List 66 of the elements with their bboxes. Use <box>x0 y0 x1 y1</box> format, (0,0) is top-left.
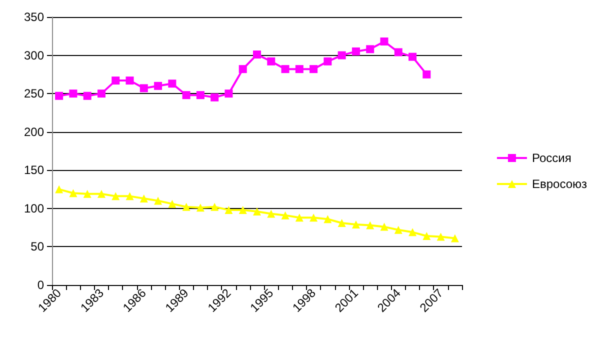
point <box>112 192 120 200</box>
point <box>267 57 276 66</box>
point <box>436 232 445 241</box>
y-tick-label: 100 <box>24 201 44 216</box>
point <box>140 84 148 92</box>
y-tick-label: 250 <box>24 86 44 101</box>
y-tick-label: 150 <box>24 163 44 178</box>
point <box>450 234 459 242</box>
point <box>196 91 204 100</box>
point <box>408 52 417 61</box>
point <box>422 232 431 240</box>
point <box>97 90 106 98</box>
point <box>140 194 148 202</box>
point <box>310 214 318 222</box>
point <box>366 45 374 54</box>
point <box>324 57 332 66</box>
point <box>338 218 346 227</box>
point <box>168 80 176 88</box>
y-tick-label: 300 <box>24 48 44 62</box>
point <box>238 206 247 214</box>
point <box>310 65 318 74</box>
point <box>281 65 290 74</box>
point <box>394 226 402 234</box>
y-tick-label: 50 <box>30 240 44 254</box>
point <box>380 222 388 231</box>
point <box>182 91 190 100</box>
legend-label: Евросоюз <box>532 177 588 191</box>
y-tick-label: 200 <box>24 124 44 139</box>
point <box>69 189 78 198</box>
point <box>338 51 346 60</box>
point <box>210 202 219 211</box>
point <box>83 92 92 100</box>
point <box>238 65 247 74</box>
point <box>267 210 276 218</box>
point <box>253 50 261 59</box>
point <box>394 48 402 56</box>
legend-label: Россия <box>532 151 572 165</box>
point <box>55 185 64 194</box>
point <box>422 70 431 78</box>
point <box>224 90 233 98</box>
point <box>352 220 360 229</box>
point <box>182 202 190 211</box>
point <box>126 76 134 85</box>
point <box>366 221 374 230</box>
point <box>55 92 64 100</box>
point <box>97 190 106 198</box>
point <box>154 82 162 90</box>
point <box>210 93 219 102</box>
point <box>281 211 290 220</box>
y-tick-label: 0 <box>37 278 44 292</box>
point <box>112 76 120 85</box>
point <box>154 196 162 205</box>
y-tick-label: 350 <box>24 10 44 24</box>
point <box>295 65 304 74</box>
point <box>196 204 204 212</box>
point <box>295 214 304 222</box>
point <box>352 47 360 56</box>
point <box>83 190 92 198</box>
point <box>69 90 78 98</box>
point <box>408 228 417 236</box>
point <box>224 206 233 214</box>
point <box>324 215 332 224</box>
point <box>253 207 261 216</box>
point <box>380 38 388 46</box>
point <box>126 192 134 200</box>
point <box>168 200 176 208</box>
